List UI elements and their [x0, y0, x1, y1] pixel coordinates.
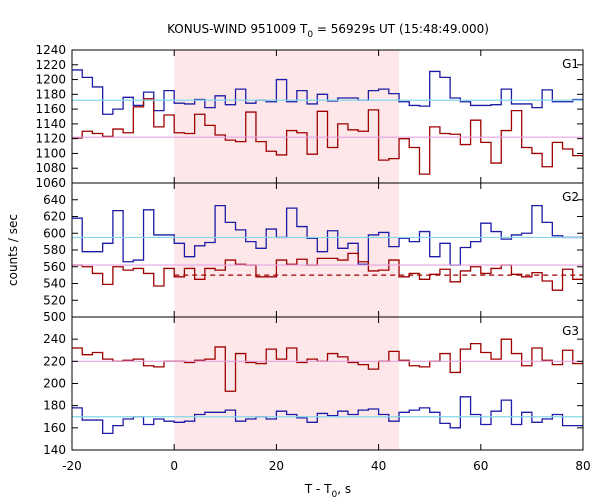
panel-G2-ytick-label: 500 [43, 310, 66, 324]
panel-G1-ytick-label: 1120 [35, 132, 66, 146]
plot-area: 1060108011001120114011601180120012201240… [35, 43, 590, 473]
panel-G2-ytick-label: 640 [43, 193, 66, 207]
panel-G2-ytick-label: 580 [43, 243, 66, 257]
panel-G1-ytick-label: 1180 [35, 87, 66, 101]
panel-label-G2: G2 [562, 190, 579, 204]
x-axis-label: T - T0, s [304, 482, 351, 500]
chart-title: KONUS-WIND 951009 T0 = 56929s UT (15:48:… [167, 22, 489, 40]
x-tick-label: 60 [473, 459, 488, 473]
panel-G2-ytick-label: 600 [43, 226, 66, 240]
x-tick-label: -20 [62, 459, 82, 473]
panel-G3-ytick-label: 140 [43, 443, 66, 457]
panel-G1-ytick-label: 1200 [35, 73, 66, 87]
panel-G1-ytick-label: 1160 [35, 102, 66, 116]
x-tick-label: 40 [371, 459, 386, 473]
shaded-interval [174, 50, 400, 450]
x-tick-label: 20 [269, 459, 284, 473]
panel-G2-ytick-label: 620 [43, 210, 66, 224]
panel-G2-ytick-label: 540 [43, 277, 66, 291]
panel-G3-ytick-label: 240 [43, 332, 66, 346]
panel-G1-ytick-label: 1240 [35, 43, 66, 57]
panel-G3-ytick-label: 220 [43, 354, 66, 368]
panel-G2-ytick-label: 520 [43, 293, 66, 307]
panel-G3-ytick-label: 200 [43, 377, 66, 391]
panel-G2-ytick-label: 560 [43, 260, 66, 274]
panel-G3-ytick-label: 160 [43, 421, 66, 435]
panel-G3-series-0 [72, 396, 583, 435]
panel-G1-ytick-label: 1060 [35, 176, 66, 190]
panel-G3-series-1 [72, 338, 583, 392]
panel-G3-ytick-label: 180 [43, 399, 66, 413]
panel-G1-ytick-label: 1100 [35, 146, 66, 160]
panel-G2-series-1 [72, 252, 583, 291]
panel-G1-series-1 [72, 98, 583, 175]
x-tick-label: 0 [170, 459, 178, 473]
panel-G1-ytick-label: 1080 [35, 161, 66, 175]
panel-G2-series-0 [72, 204, 583, 266]
panel-G1-ytick-label: 1140 [35, 117, 66, 131]
panel-G1-ytick-label: 1220 [35, 58, 66, 72]
panel-label-G3: G3 [562, 324, 579, 338]
x-tick-label: 80 [575, 459, 590, 473]
y-axis-label: counts / sec [6, 214, 20, 286]
panel-label-G1: G1 [562, 57, 579, 71]
